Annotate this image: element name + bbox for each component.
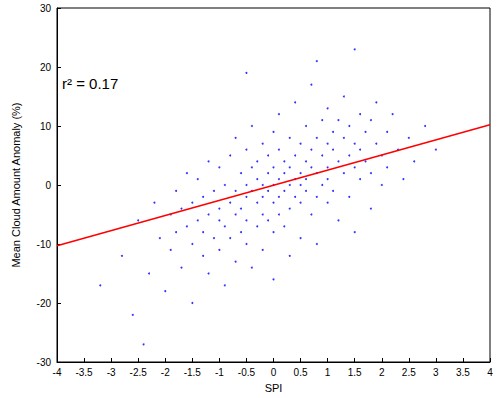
svg-text:-2: -2 [161, 367, 170, 378]
svg-text:-10: -10 [37, 239, 52, 250]
svg-text:10: 10 [40, 121, 52, 132]
svg-text:-2.5: -2.5 [130, 367, 148, 378]
svg-text:4: 4 [487, 367, 493, 378]
svg-text:0: 0 [271, 367, 277, 378]
svg-text:-0.5: -0.5 [238, 367, 256, 378]
svg-text:3.5: 3.5 [456, 367, 470, 378]
svg-text:-3: -3 [107, 367, 116, 378]
svg-text:3: 3 [433, 367, 439, 378]
svg-text:0.5: 0.5 [294, 367, 308, 378]
svg-text:-1: -1 [215, 367, 224, 378]
svg-text:Mean Cloud Amount Anomaly (%): Mean Cloud Amount Anomaly (%) [10, 102, 22, 267]
svg-text:2: 2 [379, 367, 385, 378]
svg-text:0: 0 [45, 180, 51, 191]
svg-text:-3.5: -3.5 [75, 367, 93, 378]
svg-text:-1.5: -1.5 [184, 367, 202, 378]
svg-text:1.5: 1.5 [348, 367, 362, 378]
svg-text:-4: -4 [53, 367, 62, 378]
svg-text:1: 1 [325, 367, 331, 378]
svg-text:30: 30 [40, 3, 52, 14]
svg-text:-20: -20 [37, 298, 52, 309]
svg-text:SPI: SPI [265, 382, 283, 394]
svg-text:20: 20 [40, 62, 52, 73]
svg-text:r² = 0.17: r² = 0.17 [62, 75, 118, 92]
svg-text:-30: -30 [37, 357, 52, 368]
svg-text:2.5: 2.5 [402, 367, 416, 378]
